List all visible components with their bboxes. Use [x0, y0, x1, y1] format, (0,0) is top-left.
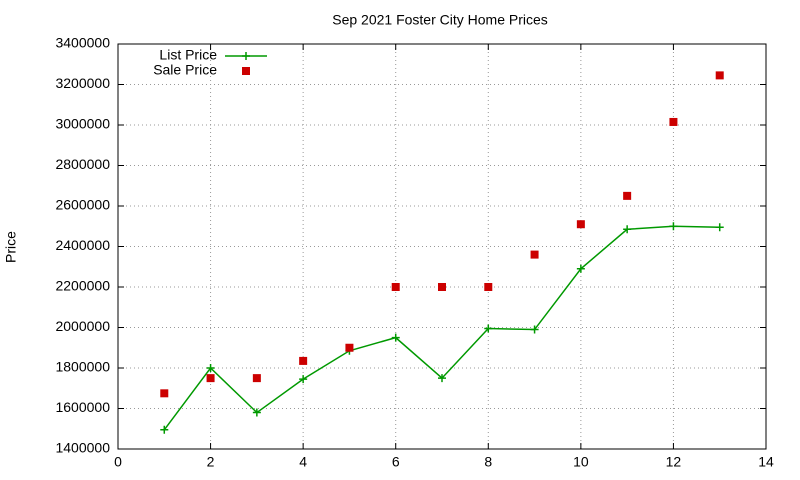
x-tick-label: 14 — [758, 454, 774, 470]
point-marker — [623, 225, 632, 234]
x-tick-label: 12 — [666, 454, 682, 470]
y-axis-label: Price — [3, 231, 19, 263]
point-marker — [576, 220, 585, 229]
point-marker — [299, 375, 308, 384]
y-tick-label: 2600000 — [55, 197, 110, 213]
y-tick-label: 3400000 — [55, 35, 110, 51]
point-marker — [252, 374, 261, 383]
point-marker — [530, 325, 539, 334]
point-marker — [345, 343, 354, 352]
point-marker — [391, 333, 400, 342]
point-marker — [484, 324, 493, 333]
point-marker — [669, 222, 678, 231]
point-marker — [484, 283, 493, 291]
y-tick-label: 1600000 — [55, 399, 110, 415]
point-marker — [438, 283, 446, 291]
point-marker — [669, 117, 678, 126]
point-marker — [160, 389, 169, 398]
point-marker — [623, 191, 632, 200]
x-tick-label: 8 — [484, 454, 492, 470]
y-tick-label: 3200000 — [55, 75, 110, 91]
y-tick-label: 2400000 — [55, 237, 110, 253]
y-tick-label: 1800000 — [55, 359, 110, 375]
y-tick-label: 2000000 — [55, 318, 110, 334]
point-marker — [391, 283, 400, 291]
x-tick-label: 2 — [207, 454, 215, 470]
point-marker — [715, 223, 724, 232]
point-marker — [576, 264, 585, 273]
legend-label: Sale Price — [153, 62, 217, 78]
plot-frame — [117, 43, 767, 450]
point-marker — [160, 425, 169, 434]
x-tick-label: 10 — [573, 454, 589, 470]
legend-marker — [242, 52, 250, 60]
y-tick-label: 3000000 — [55, 116, 110, 132]
point-marker — [206, 364, 215, 372]
point-marker — [438, 374, 446, 383]
x-tick-label: 6 — [392, 454, 400, 470]
y-tick-label: 2200000 — [55, 278, 110, 294]
point-marker — [252, 408, 261, 417]
y-tick-label: 2800000 — [55, 156, 110, 172]
x-tick-label: 4 — [299, 454, 307, 470]
y-tick-label: 1400000 — [55, 440, 110, 456]
point-marker — [206, 374, 215, 383]
x-tick-label: 0 — [114, 454, 122, 470]
legend-marker — [242, 67, 250, 75]
legend-label: List Price — [159, 47, 217, 63]
chart-title: Sep 2021 Foster City Home Prices — [332, 12, 548, 28]
point-marker — [530, 250, 539, 259]
point-marker — [715, 71, 724, 80]
point-marker — [299, 356, 308, 365]
